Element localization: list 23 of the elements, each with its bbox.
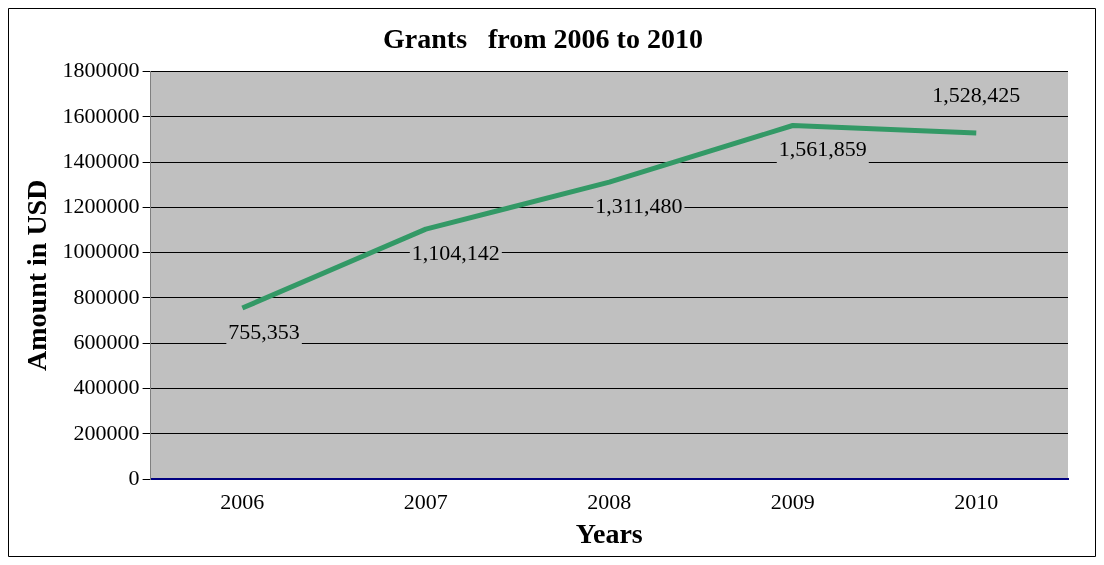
data-label: 1,311,480 bbox=[595, 192, 683, 218]
x-tick-label: 2010 bbox=[954, 488, 999, 514]
x-tick-label: 2006 bbox=[220, 488, 265, 514]
y-tick-label: 1200000 bbox=[62, 193, 140, 219]
x-tick-label: 2009 bbox=[770, 488, 815, 514]
x-tick-label: 2007 bbox=[403, 488, 448, 514]
y-tick-label: 1000000 bbox=[62, 238, 140, 264]
y-tick-label: 800000 bbox=[73, 283, 140, 309]
y-tick-label: 0 bbox=[128, 464, 140, 490]
y-tick-label: 400000 bbox=[73, 374, 140, 400]
y-tick-label: 600000 bbox=[73, 328, 140, 354]
data-label: 1,561,859 bbox=[778, 136, 867, 162]
data-label: 1,528,425 bbox=[932, 81, 1021, 107]
y-tick-label: 1400000 bbox=[62, 147, 140, 173]
data-label: 755,353 bbox=[228, 318, 300, 344]
x-tick-label: 2008 bbox=[587, 488, 632, 514]
y-tick-label: 1600000 bbox=[62, 102, 140, 128]
data-label: 1,104,142 bbox=[411, 239, 500, 265]
x-axis-title: Years bbox=[575, 518, 643, 550]
y-tick-label: 1800000 bbox=[62, 57, 140, 83]
y-tick-label: 200000 bbox=[73, 419, 140, 445]
chart-title: Grants from 2006 to 2010 bbox=[383, 23, 703, 55]
y-axis-title: Amount in USD bbox=[21, 179, 53, 371]
